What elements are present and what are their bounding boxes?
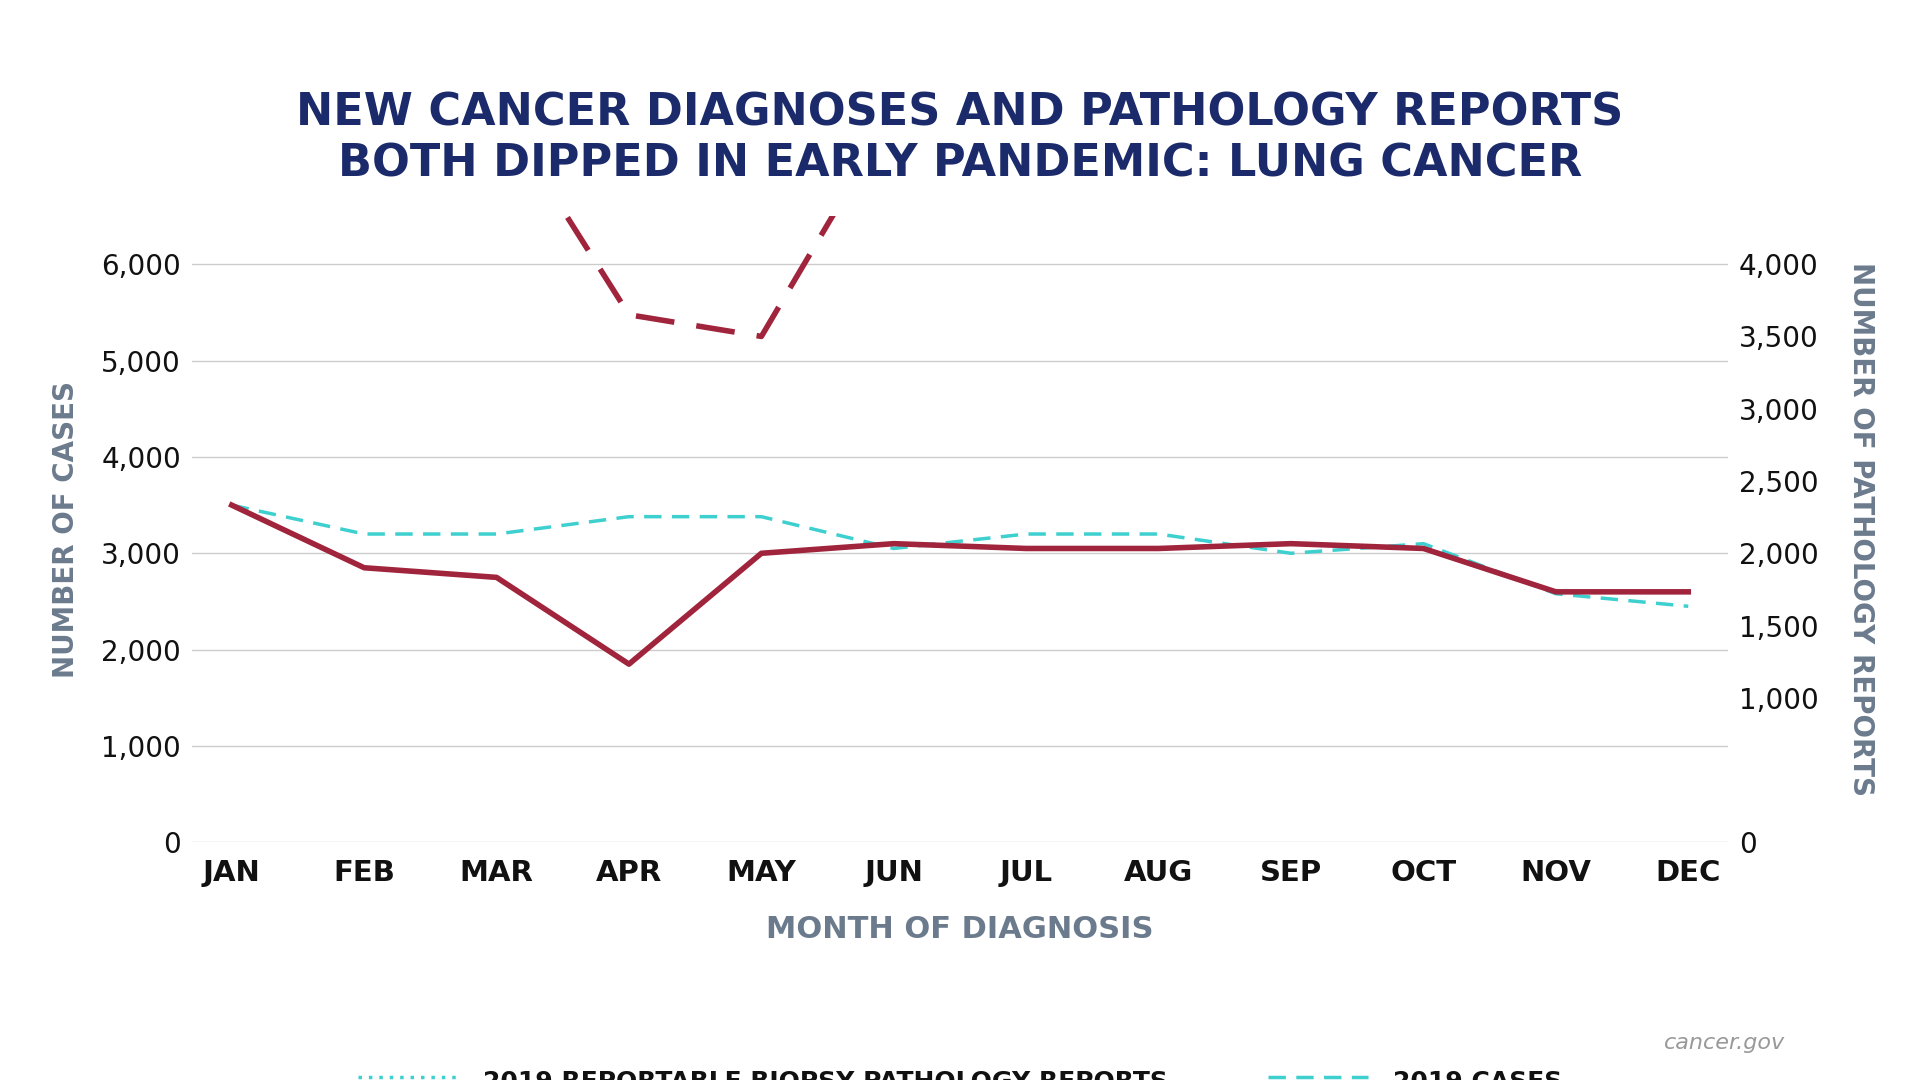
- X-axis label: MONTH OF DIAGNOSIS: MONTH OF DIAGNOSIS: [766, 915, 1154, 944]
- Legend: 2019 REPORTABLE BIOPSY PATHOLOGY REPORTS, 2020 REPORTABLE BIOPSY PATHOLOGY REPOR: 2019 REPORTABLE BIOPSY PATHOLOGY REPORTS…: [348, 1055, 1572, 1080]
- Text: cancer.gov: cancer.gov: [1665, 1032, 1786, 1053]
- Text: NEW CANCER DIAGNOSES AND PATHOLOGY REPORTS: NEW CANCER DIAGNOSES AND PATHOLOGY REPOR…: [296, 92, 1624, 135]
- Y-axis label: NUMBER OF CASES: NUMBER OF CASES: [52, 381, 81, 678]
- Y-axis label: NUMBER OF PATHOLOGY REPORTS: NUMBER OF PATHOLOGY REPORTS: [1847, 262, 1874, 796]
- Text: BOTH DIPPED IN EARLY PANDEMIC: LUNG CANCER: BOTH DIPPED IN EARLY PANDEMIC: LUNG CANC…: [338, 143, 1582, 186]
